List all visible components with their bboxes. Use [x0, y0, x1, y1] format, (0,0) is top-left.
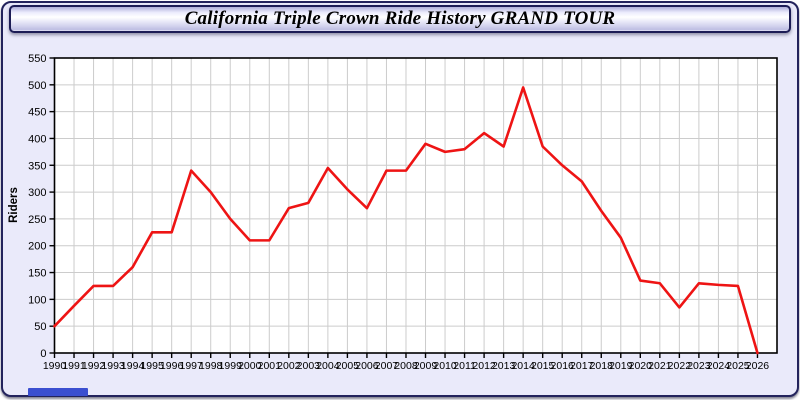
- svg-text:500: 500: [28, 80, 46, 92]
- svg-text:1995: 1995: [140, 360, 164, 372]
- svg-text:2026: 2026: [746, 360, 770, 372]
- svg-text:2011: 2011: [453, 360, 476, 372]
- svg-text:2024: 2024: [707, 360, 731, 372]
- svg-text:550: 550: [28, 53, 46, 65]
- riders-data-line: [53, 86, 759, 355]
- svg-text:2020: 2020: [629, 360, 653, 372]
- y-axis-title: Riders: [8, 187, 20, 223]
- svg-text:1994: 1994: [121, 360, 145, 372]
- svg-text:2019: 2019: [609, 360, 633, 372]
- svg-text:2014: 2014: [511, 360, 535, 372]
- svg-text:1992: 1992: [82, 360, 106, 372]
- svg-text:2016: 2016: [551, 360, 575, 372]
- svg-text:1996: 1996: [160, 360, 184, 372]
- svg-text:2021: 2021: [648, 360, 672, 372]
- svg-text:2000: 2000: [238, 360, 262, 372]
- svg-text:50: 50: [34, 321, 46, 333]
- svg-text:2005: 2005: [336, 360, 360, 372]
- svg-text:200: 200: [28, 241, 46, 253]
- y-axis-labels: 0 50 100 150 200 250 300 350 400 450 500 550: [28, 53, 46, 360]
- svg-text:2022: 2022: [668, 360, 692, 372]
- svg-text:1991: 1991: [62, 360, 86, 372]
- bottom-left-blue-bar: [28, 388, 88, 396]
- svg-text:2015: 2015: [531, 360, 555, 372]
- chart-title: California Triple Crown Ride History GRA…: [184, 8, 616, 29]
- axis-ticks: [49, 57, 759, 358]
- svg-text:300: 300: [28, 187, 46, 199]
- title-bar: California Triple Crown Ride History GRA…: [9, 5, 791, 33]
- svg-text:2018: 2018: [590, 360, 614, 372]
- svg-text:2002: 2002: [277, 360, 301, 372]
- plot-border: [53, 57, 778, 354]
- svg-text:2025: 2025: [726, 360, 750, 372]
- plot-area: [54, 58, 777, 353]
- svg-text:1997: 1997: [180, 360, 204, 372]
- svg-text:1999: 1999: [219, 360, 243, 372]
- svg-text:2012: 2012: [472, 360, 496, 372]
- svg-text:2010: 2010: [433, 360, 457, 372]
- svg-text:450: 450: [28, 107, 46, 119]
- x-axis-labels: 1990199119921993199419951996199719981999…: [43, 360, 769, 372]
- svg-text:1990: 1990: [43, 360, 67, 372]
- svg-text:400: 400: [28, 133, 46, 145]
- svg-text:2017: 2017: [570, 360, 594, 372]
- svg-text:150: 150: [28, 268, 46, 280]
- svg-text:0: 0: [40, 348, 46, 360]
- svg-text:2013: 2013: [492, 360, 516, 372]
- svg-text:2023: 2023: [687, 360, 711, 372]
- svg-text:2007: 2007: [375, 360, 399, 372]
- svg-text:2009: 2009: [414, 360, 438, 372]
- svg-text:2001: 2001: [258, 360, 282, 372]
- svg-text:350: 350: [28, 160, 46, 172]
- svg-text:2004: 2004: [316, 360, 340, 372]
- svg-text:1993: 1993: [101, 360, 125, 372]
- svg-text:250: 250: [28, 214, 46, 226]
- svg-text:1998: 1998: [199, 360, 223, 372]
- svg-text:2008: 2008: [394, 360, 418, 372]
- svg-text:100: 100: [28, 294, 46, 306]
- svg-text:2006: 2006: [355, 360, 379, 372]
- svg-text:2003: 2003: [297, 360, 321, 372]
